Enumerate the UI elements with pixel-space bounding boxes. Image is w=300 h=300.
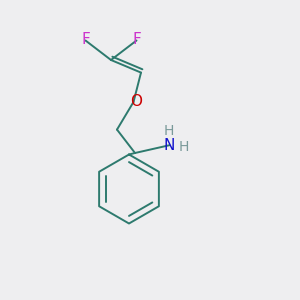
Text: O: O — [130, 94, 142, 110]
Text: H: H — [179, 140, 189, 154]
Text: F: F — [132, 32, 141, 46]
Text: N: N — [164, 138, 175, 153]
Text: H: H — [164, 124, 174, 138]
Text: F: F — [81, 32, 90, 46]
